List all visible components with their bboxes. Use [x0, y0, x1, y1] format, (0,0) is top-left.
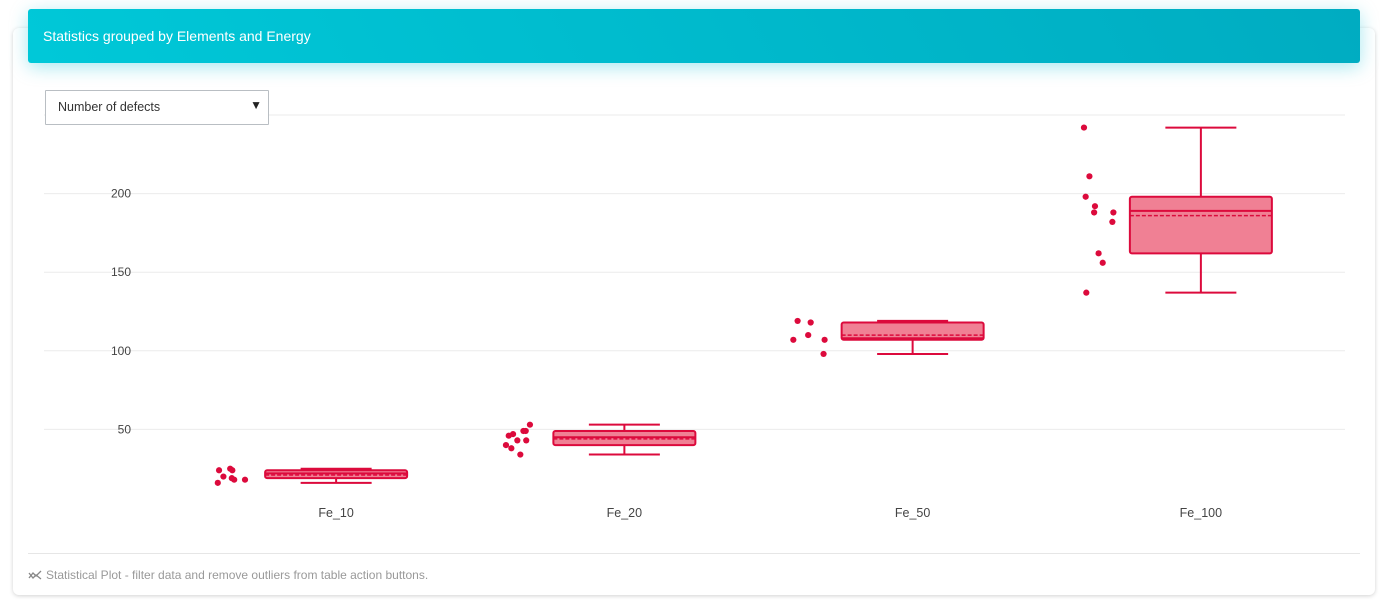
x-tick-label: Fe_20 [607, 506, 642, 520]
data-point [508, 445, 515, 452]
y-axis-ticks: 50 100 150 200 [111, 187, 131, 437]
y-tick-label: 200 [111, 187, 131, 201]
iqr-box [840, 321, 985, 341]
data-point [1082, 193, 1089, 200]
metric-select-value: Number of defects [58, 100, 161, 114]
data-point [231, 476, 238, 483]
trending-chart-icon [28, 570, 42, 580]
data-point [1099, 259, 1106, 266]
data-point [505, 432, 512, 439]
box-Fe_50 [790, 317, 985, 358]
data-point [514, 437, 521, 444]
data-point [794, 317, 801, 325]
y-tick-label: 50 [118, 422, 132, 436]
card-header: Statistics grouped by Elements and Energ… [28, 9, 1360, 63]
data-point [807, 319, 814, 326]
data-point [502, 442, 510, 449]
y-tick-label: 150 [111, 265, 131, 279]
data-point [790, 336, 797, 343]
data-point [821, 336, 828, 343]
data-point [1086, 173, 1093, 180]
footer-text: Statistical Plot - filter data and remov… [46, 568, 429, 582]
data-point [805, 331, 812, 339]
data-point [241, 476, 249, 483]
card-footer: Statistical Plot - filter data and remov… [28, 568, 428, 582]
x-tick-label: Fe_100 [1180, 506, 1222, 520]
chart-title: Statistics grouped by Elements and Energ… [43, 28, 311, 44]
data-point [522, 427, 529, 435]
grid-lines [44, 114, 1345, 430]
x-axis-ticks: Fe_10 Fe_20 Fe_50 Fe_100 [318, 506, 1222, 520]
metric-select[interactable]: Number of defects ▼ [45, 90, 269, 125]
x-tick-label: Fe_10 [318, 506, 353, 520]
boxes [214, 124, 1273, 486]
box-Fe_100 [1080, 124, 1273, 296]
data-point [215, 467, 223, 474]
box-Fe_20 [502, 421, 697, 458]
iqr-box [1128, 195, 1273, 255]
data-point [1095, 250, 1102, 257]
data-point [517, 451, 524, 458]
data-point [229, 467, 236, 474]
data-point [820, 350, 827, 358]
x-tick-label: Fe_50 [895, 506, 930, 520]
data-point [523, 437, 530, 444]
y-tick-label: 100 [111, 344, 131, 358]
data-point [1109, 218, 1116, 225]
data-point [1080, 124, 1088, 131]
data-point [1091, 203, 1099, 210]
data-point [1091, 209, 1098, 216]
data-point [1110, 209, 1117, 216]
box-Fe_10 [214, 465, 409, 486]
data-point [214, 479, 221, 486]
data-point [526, 421, 534, 428]
caret-down-icon: ▼ [250, 98, 262, 112]
data-point [1083, 289, 1090, 296]
footer-divider [28, 553, 1360, 554]
data-point [220, 473, 227, 480]
